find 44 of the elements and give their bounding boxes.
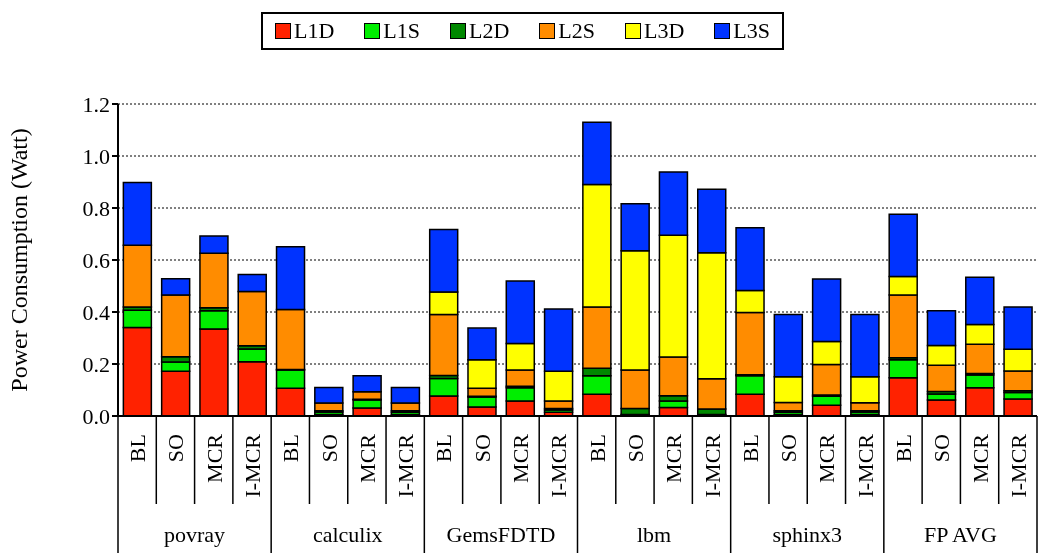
text: lbm (636, 522, 672, 547)
x-tick-label: SO (776, 434, 802, 463)
y-tick-label: 0.0 (82, 403, 110, 429)
text: GemsFDTD (446, 522, 556, 547)
x-tick-label: MCR (201, 433, 227, 483)
text: povray (164, 522, 226, 547)
legend-label: L3D (644, 18, 685, 44)
y-axis-title: Power Consumption (Watt) (5, 128, 32, 392)
x-tick-label: I-MCR (1005, 433, 1031, 498)
x-tick-label: I-MCR (852, 433, 878, 498)
x-tick-label: MCR (354, 433, 380, 483)
x-tick-label: SO (469, 434, 495, 463)
x-tick-label: SO (929, 434, 955, 463)
legend-label: L2D (468, 18, 510, 44)
x-tick-label: BL (737, 434, 763, 463)
y-tick-label: 1.2 (82, 91, 110, 117)
legend-label: L3S (733, 18, 771, 44)
y-tick-label: 1.0 (82, 143, 110, 169)
x-tick-label: BL (278, 434, 304, 463)
x-tick-label: BL (431, 434, 457, 463)
x-tick-label: BL (890, 434, 916, 463)
text: sphinx3 (772, 522, 843, 547)
y-tick-label: 0.8 (82, 195, 110, 221)
y-tick-label: 0.2 (82, 351, 110, 377)
text: calculix (312, 522, 383, 547)
x-tick-label: I-MCR (699, 433, 725, 498)
x-tick-label: SO (316, 434, 342, 463)
x-tick-label: MCR (814, 433, 840, 483)
y-tick-label: 0.6 (82, 247, 110, 273)
x-tick-label: I-MCR (393, 433, 419, 498)
text: FP AVG (924, 522, 997, 547)
x-tick-label: SO (622, 434, 648, 463)
x-tick-label: SO (163, 434, 189, 463)
y-tick-label: 0.4 (82, 299, 110, 325)
legend-label: L1D (293, 18, 335, 44)
x-tick-label: MCR (508, 433, 534, 483)
x-tick-label: I-MCR (240, 433, 266, 498)
x-tick-label: MCR (661, 433, 687, 483)
legend-label: L1S (383, 18, 420, 44)
x-tick-label: BL (125, 434, 151, 463)
legend-label: L2S (558, 18, 595, 44)
x-tick-label: I-MCR (546, 433, 572, 498)
x-tick-label: BL (584, 434, 610, 463)
x-tick-label: MCR (967, 433, 993, 483)
